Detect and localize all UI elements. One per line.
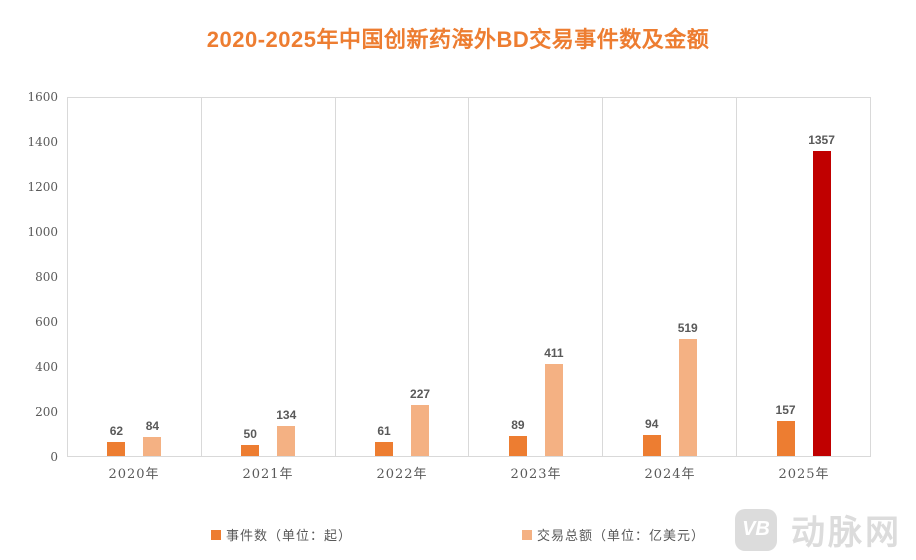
y-axis-tick-label: 200 xyxy=(35,405,58,419)
category-cell: 89 411 xyxy=(469,98,604,456)
bar-value-label: 94 xyxy=(645,416,659,431)
y-axis-tick-label: 400 xyxy=(35,360,58,374)
category-cell: 61 227 xyxy=(336,98,470,456)
category-cell: 50 134 xyxy=(202,98,336,456)
category-cell: 157 1357 xyxy=(737,98,870,456)
legend-swatch-icon xyxy=(522,529,532,540)
bar: 519 xyxy=(678,321,698,456)
y-axis-tick-label: 0 xyxy=(50,450,58,464)
y-axis-tick-label: 800 xyxy=(35,270,58,284)
bar: 89 xyxy=(508,418,527,456)
bar-value-label: 84 xyxy=(145,419,160,434)
y-axis-tick-label: 600 xyxy=(35,315,58,329)
legend-swatch-icon xyxy=(210,529,221,540)
category-cell: 94 519 xyxy=(603,98,738,456)
bar: 61 xyxy=(375,424,394,456)
x-axis-tick-label: 2023年 xyxy=(510,467,562,482)
legend: 事件数（单位：起） 交易总额（单位：亿美元） xyxy=(0,525,916,544)
watermark-logo-text: VB xyxy=(742,518,770,540)
bar: 50 xyxy=(241,427,260,456)
plot-area: 62 84 50 134 61 227 89 411 94 519 157 1357 xyxy=(67,97,871,457)
y-axis-tick-label: 1200 xyxy=(27,180,58,194)
bar: 62 xyxy=(107,424,126,456)
bar-value-label: 157 xyxy=(775,402,796,417)
x-axis-tick-label: 2020年 xyxy=(108,467,160,482)
x-axis-tick-label: 2025年 xyxy=(778,467,830,482)
legend-label: 事件数（单位：起） xyxy=(225,529,352,544)
x-axis-tick-label: 2024年 xyxy=(644,467,696,482)
bar: 157 xyxy=(776,403,796,456)
bar: 94 xyxy=(642,417,661,456)
category-cell: 62 84 xyxy=(68,98,202,456)
watermark: VB 动脉网 xyxy=(735,505,902,554)
bar-value-label: 411 xyxy=(544,345,564,360)
bar: 84 xyxy=(143,419,162,456)
watermark-logo-icon: VB xyxy=(735,508,777,551)
chart-title: 2020-2025年中国创新药海外BD交易事件数及金额 xyxy=(206,27,710,52)
y-axis-tick-label: 1600 xyxy=(27,90,58,104)
legend-item: 事件数（单位：起） xyxy=(210,525,352,544)
y-axis-tick-label: 1000 xyxy=(27,225,58,239)
bar: 134 xyxy=(276,408,296,456)
bar-value-label: 134 xyxy=(276,407,297,422)
legend-label: 交易总额（单位：亿美元） xyxy=(537,529,706,544)
bar-value-label: 61 xyxy=(377,424,391,439)
bar: 1357 xyxy=(808,133,835,456)
y-axis-tick-label: 1400 xyxy=(27,135,58,149)
bar-value-label: 1357 xyxy=(808,132,835,147)
bar-value-label: 50 xyxy=(243,426,257,441)
legend-item: 交易总额（单位：亿美元） xyxy=(522,525,705,544)
bar-value-label: 519 xyxy=(677,321,698,336)
x-axis-tick-label: 2021年 xyxy=(242,467,294,482)
bar-value-label: 227 xyxy=(410,386,431,401)
x-axis-tick-label: 2022年 xyxy=(376,467,428,482)
x-axis-labels: 2020年 2021年 2022年 2023年 2024年 2025年 xyxy=(67,463,871,482)
bar-value-label: 62 xyxy=(109,424,124,439)
bar: 227 xyxy=(410,387,430,456)
bar: 411 xyxy=(544,346,564,456)
bar-value-label: 89 xyxy=(511,418,525,432)
watermark-text: 动脉网 xyxy=(791,514,902,552)
